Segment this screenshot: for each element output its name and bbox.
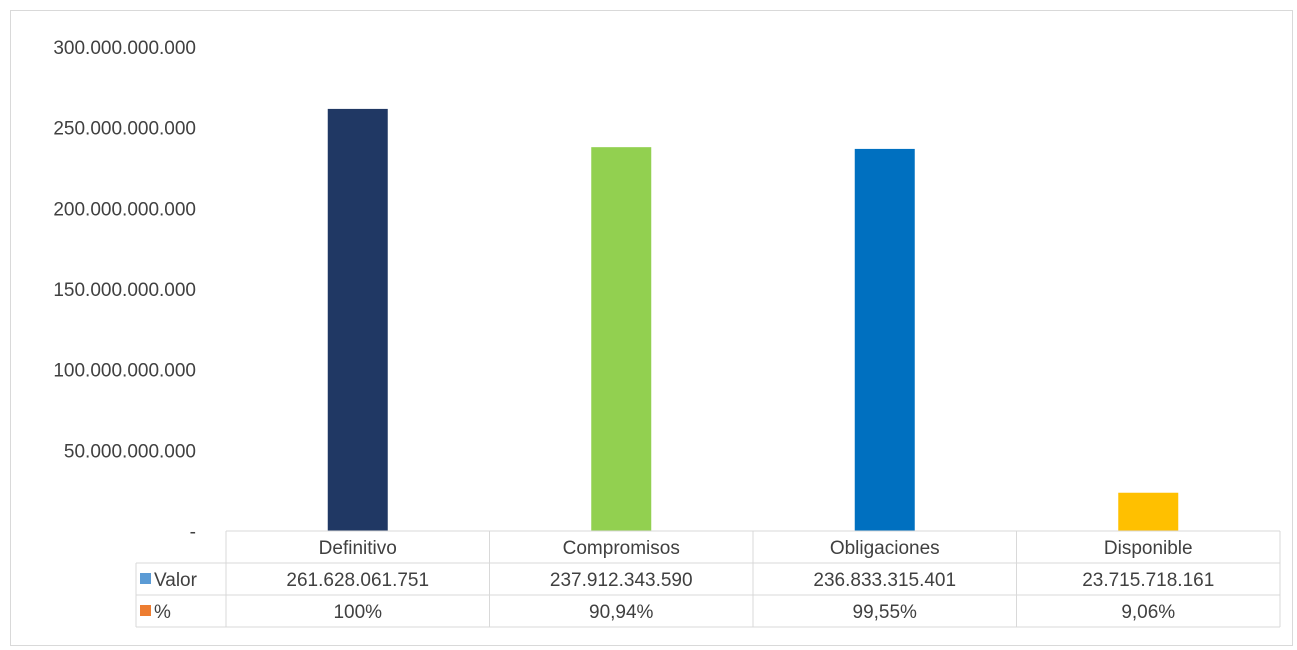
data-label: 90,94% xyxy=(589,602,654,623)
data-label: 23.715.718.161 xyxy=(1082,570,1214,591)
data-label: 100% xyxy=(333,602,382,623)
data-label: 99,55% xyxy=(853,602,918,623)
bar-compromisos xyxy=(591,147,652,531)
legend-key-percent xyxy=(140,605,151,616)
y-tick-label: 150.000.000.000 xyxy=(53,280,196,301)
y-tick-label: 50.000.000.000 xyxy=(64,441,196,462)
x-category-label: Definitivo xyxy=(319,538,397,559)
budget-bar-chart: - 50.000.000.000 100.000.000.000 150.000.00… xyxy=(53,38,1281,628)
y-tick-label: 100.000.000.000 xyxy=(53,361,196,382)
bar-obligaciones xyxy=(854,148,915,531)
data-label: 236.833.315.401 xyxy=(813,570,956,591)
y-tick-label: 300.000.000.000 xyxy=(53,38,196,59)
y-tick-label: - xyxy=(190,522,196,543)
table-row-label: % xyxy=(154,602,171,623)
legend-key-valor xyxy=(140,573,151,584)
chart-frame: - 50.000.000.000 100.000.000.000 150.000.00… xyxy=(10,10,1293,646)
data-label: 261.628.061.751 xyxy=(286,570,429,591)
y-tick-label: 200.000.000.000 xyxy=(53,199,196,220)
x-category-label: Obligaciones xyxy=(830,538,940,559)
bar-disponible xyxy=(1118,492,1179,531)
data-label: 237.912.343.590 xyxy=(550,570,693,591)
bar-definitivo xyxy=(327,108,388,531)
x-category-label: Disponible xyxy=(1104,538,1193,559)
table-row-label: Valor xyxy=(154,570,198,591)
y-tick-label: 250.000.000.000 xyxy=(53,119,196,140)
data-label: 9,06% xyxy=(1121,602,1175,623)
x-category-label: Compromisos xyxy=(563,538,680,559)
